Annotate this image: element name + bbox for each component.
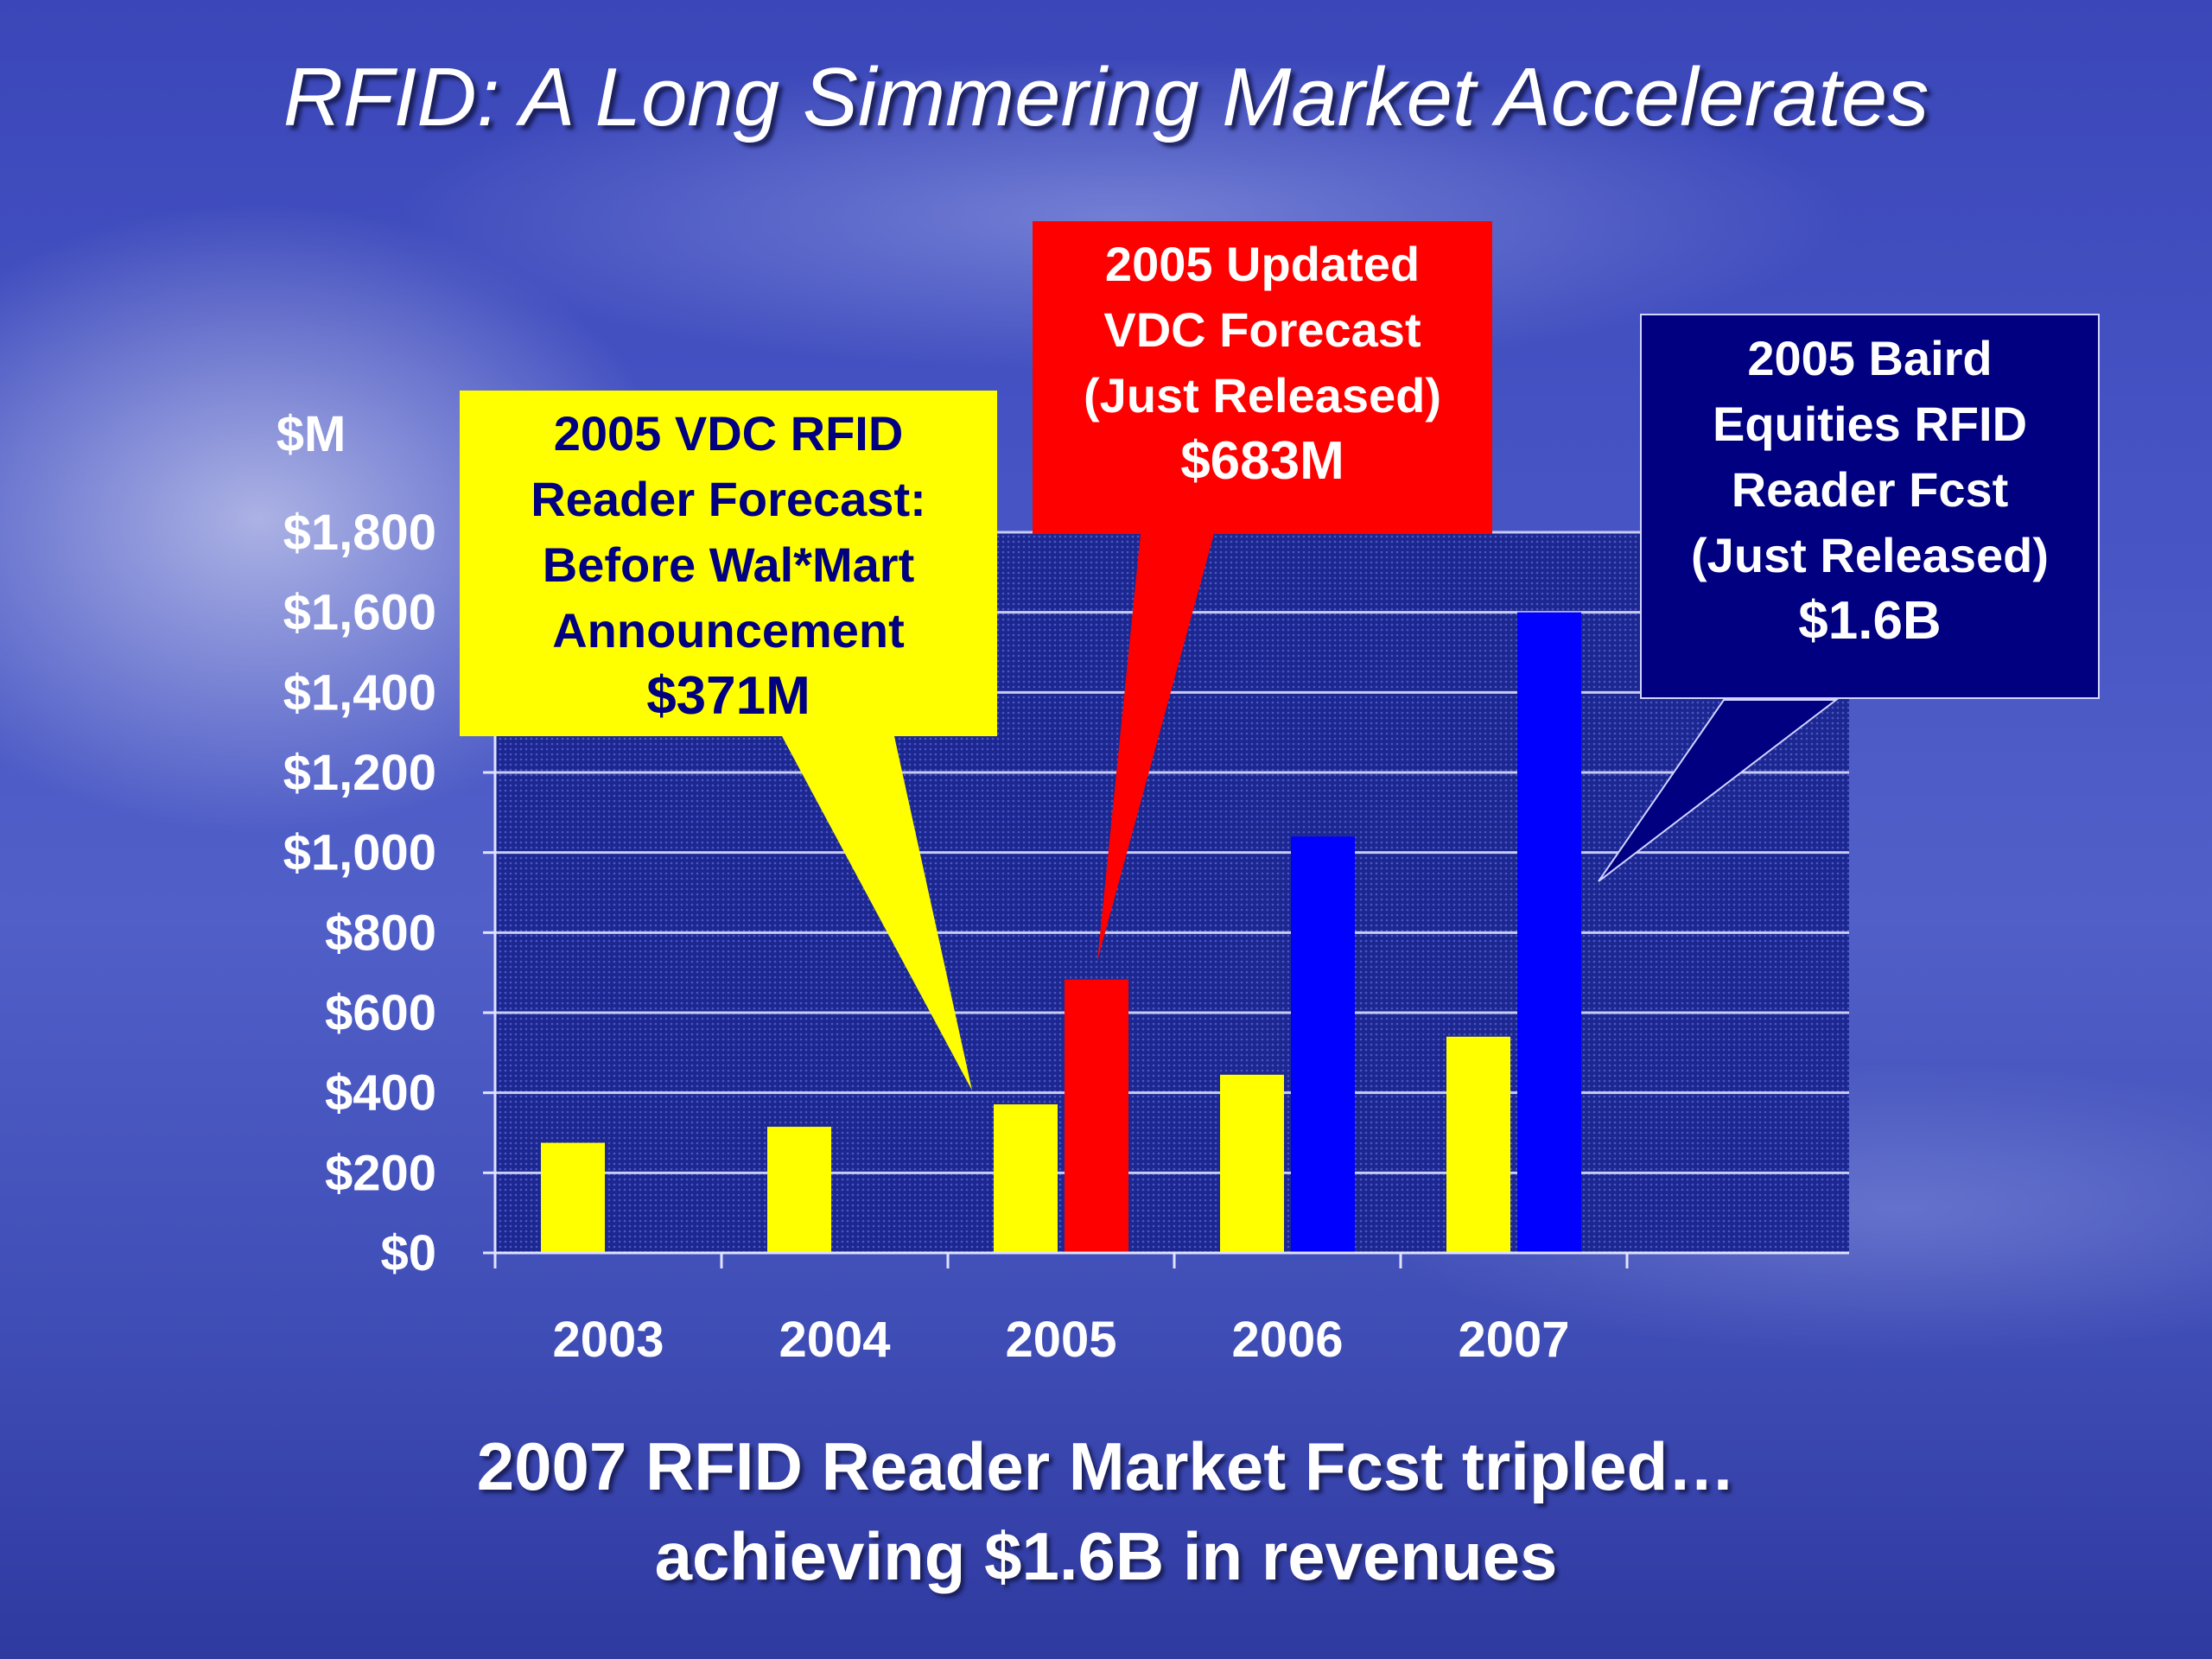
summary-line-2: achieving $1.6B in revenues bbox=[654, 1518, 1558, 1594]
x-tick-label: 2005 bbox=[1005, 1312, 1116, 1368]
callout-vdc-line-2: Reader Forecast: bbox=[531, 472, 926, 526]
x-tick-label: 2007 bbox=[1458, 1312, 1569, 1368]
y-tick-label: $400 bbox=[325, 1065, 436, 1122]
callout-baird-line-1: 2005 Baird bbox=[1747, 331, 1993, 385]
summary-line-1: 2007 RFID Reader Market Fcst tripled… bbox=[476, 1428, 1736, 1504]
callout-updated-line-3: (Just Released) bbox=[1084, 368, 1441, 423]
y-tick-label: $1,000 bbox=[283, 825, 436, 881]
bar-original-forecast-2007 bbox=[1446, 1036, 1510, 1253]
callout-updated-value: $683M bbox=[1180, 431, 1344, 491]
y-tick-label: $600 bbox=[325, 985, 436, 1041]
bar-original-forecast-2005 bbox=[994, 1104, 1058, 1253]
callout-baird-line-4: (Just Released) bbox=[1691, 528, 2049, 582]
callout-updated-forecast: 2005 Updated VDC Forecast (Just Released… bbox=[1033, 221, 1492, 534]
callout-baird-line-2: Equities RFID bbox=[1712, 397, 2028, 451]
y-tick-label: $800 bbox=[325, 905, 436, 961]
callout-baird-pointer bbox=[1598, 699, 1839, 882]
x-tick-label: 2006 bbox=[1231, 1312, 1343, 1368]
callout-baird-value: $1.6B bbox=[1798, 591, 1942, 651]
callout-baird-forecast: 2005 Baird Equities RFID Reader Fcst (Ju… bbox=[1640, 314, 2100, 699]
y-tick-label: $1,800 bbox=[283, 505, 436, 561]
y-axis-label: $M bbox=[276, 406, 346, 462]
bar-updated-forecast-2006 bbox=[1291, 836, 1355, 1253]
y-tick-label: $1,400 bbox=[283, 664, 436, 721]
bar-original-forecast-2004 bbox=[767, 1127, 831, 1253]
callout-baird-line-3: Reader Fcst bbox=[1731, 462, 2009, 517]
callout-updated-pointer bbox=[1097, 534, 1214, 961]
y-tick-label: $200 bbox=[325, 1145, 436, 1201]
y-tick-label: $1,600 bbox=[283, 585, 436, 641]
callout-vdc-line-1: 2005 VDC RFID bbox=[553, 406, 904, 461]
callout-vdc-forecast: 2005 VDC RFID Reader Forecast: Before Wa… bbox=[460, 391, 997, 736]
callout-updated-line-2: VDC Forecast bbox=[1103, 302, 1421, 357]
bar-original-forecast-2003 bbox=[541, 1142, 605, 1253]
bar-updated-forecast-2005 bbox=[1065, 979, 1128, 1253]
summary-text: 2007 RFID Reader Market Fcst tripled… ac… bbox=[0, 1421, 2212, 1601]
x-tick-label: 2004 bbox=[779, 1312, 890, 1368]
callout-vdc-line-4: Announcement bbox=[552, 603, 905, 658]
x-tick-label: 2003 bbox=[552, 1312, 664, 1368]
y-tick-label: $1,200 bbox=[283, 745, 436, 801]
callout-vdc-value: $371M bbox=[646, 666, 810, 726]
callout-vdc-pointer bbox=[782, 736, 972, 1090]
slide-title: RFID: A Long Simmering Market Accelerate… bbox=[283, 51, 1929, 143]
callout-updated-line-1: 2005 Updated bbox=[1104, 237, 1421, 291]
callout-vdc-line-3: Before Wal*Mart bbox=[542, 537, 915, 592]
bar-updated-forecast-2007 bbox=[1517, 612, 1581, 1253]
y-tick-label: $0 bbox=[380, 1225, 436, 1281]
bar-original-forecast-2006 bbox=[1220, 1074, 1284, 1253]
